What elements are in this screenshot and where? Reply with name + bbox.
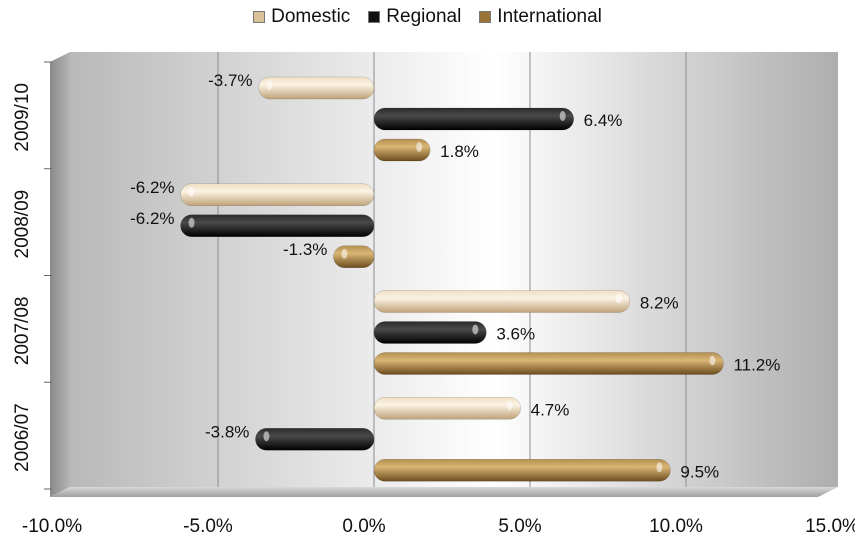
bar-cap-highlight <box>559 111 566 121</box>
bar-international <box>333 245 375 268</box>
y-axis-category-labels: 2006/07 2007/08 2008/09 2009/10 <box>12 83 33 472</box>
x-axis-ticks: -10.0% -5.0% 0.0% 5.0% 10.0% 15.0% <box>22 516 855 537</box>
legend-label-regional: Regional <box>386 6 462 27</box>
legend: Domestic Regional International <box>0 4 855 30</box>
category-label: 2006/07 <box>12 403 33 472</box>
left-side-wall <box>50 52 70 497</box>
bar-regional <box>373 107 574 131</box>
data-label: 3.6% <box>496 325 535 344</box>
bar-cap-highlight <box>472 324 479 335</box>
legend-swatch-regional <box>368 11 381 23</box>
legend-item-international: International <box>479 6 602 28</box>
bar-domestic <box>180 183 375 206</box>
data-label: -3.8% <box>205 422 249 441</box>
data-label: 11.2% <box>733 356 780 375</box>
x-tick-label: -5.0% <box>183 516 233 537</box>
data-label: 8.2% <box>640 294 679 313</box>
legend-item-domestic: Domestic <box>253 6 350 28</box>
legend-swatch-international <box>479 11 492 23</box>
bar-cap-highlight <box>188 217 195 228</box>
bar-cap-highlight <box>709 355 716 366</box>
bar-domestic <box>258 76 375 100</box>
bar-regional <box>180 214 375 237</box>
legend-label-international: International <box>497 6 602 27</box>
bar-domestic <box>373 397 521 420</box>
bar-international <box>373 459 671 482</box>
bar-cap-highlight <box>188 186 195 197</box>
data-label: 9.5% <box>680 462 719 481</box>
data-label: 4.7% <box>531 400 570 419</box>
data-label: 6.4% <box>584 111 623 130</box>
floor <box>50 487 838 497</box>
bar-regional <box>255 428 375 451</box>
bar-cap-highlight <box>506 400 513 411</box>
x-tick-label: 10.0% <box>649 516 703 537</box>
data-label: -6.2% <box>130 178 174 197</box>
category-ticks <box>44 61 52 490</box>
legend-item-regional: Regional <box>368 6 461 28</box>
bar-cap-highlight <box>656 462 663 473</box>
legend-label-domestic: Domestic <box>271 6 351 27</box>
data-label: 1.8% <box>440 142 479 161</box>
data-label: -6.2% <box>130 209 174 228</box>
bar-cap-highlight <box>341 248 348 259</box>
bar-cap-highlight <box>263 431 270 442</box>
bar-domestic <box>373 290 631 313</box>
category-label: 2009/10 <box>12 83 33 152</box>
bar-international <box>373 352 724 375</box>
bar-cap-highlight <box>615 293 622 304</box>
data-label: -3.7% <box>208 71 252 90</box>
bar-cap-highlight <box>266 80 273 90</box>
bars <box>180 76 724 482</box>
x-tick-label: 0.0% <box>342 516 385 537</box>
x-tick-label: -10.0% <box>22 516 82 537</box>
bar-regional <box>373 321 487 344</box>
x-tick-label: 15.0% <box>805 516 855 537</box>
bar-cap-highlight <box>416 142 423 152</box>
data-label: -1.3% <box>283 240 327 259</box>
legend-swatch-domestic <box>253 11 266 23</box>
bar-international <box>373 138 431 162</box>
category-label: 2008/09 <box>12 190 33 259</box>
category-label: 2007/08 <box>12 297 33 366</box>
x-tick-label: 5.0% <box>498 516 541 537</box>
data-labels: 4.7% -3.8% 9.5% 8.2% 3.6% 11.2% -6.2% -6.2% -1.3… <box>130 71 780 481</box>
